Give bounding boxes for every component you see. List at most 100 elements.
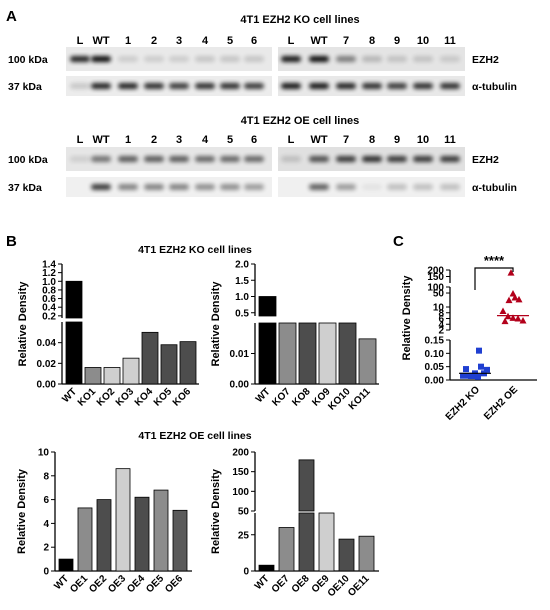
y-tick-label: 4: [438, 320, 444, 331]
y-tick-label: 1.5: [235, 276, 249, 287]
oe-point: [515, 295, 523, 303]
blot-row-label: 37 kDa: [8, 81, 42, 93]
x-tick-label: EZH2 KO: [444, 384, 483, 423]
blot-protein-label: α-tubulin: [472, 81, 517, 93]
y-tick-label: 8: [438, 308, 444, 319]
blot-band: [362, 56, 382, 62]
blot-lane-label-oe: 4: [202, 134, 209, 146]
blot-band: [387, 56, 407, 62]
blot-band: [281, 156, 301, 162]
y-axis-title: Relative Density: [16, 468, 28, 554]
bar: [172, 509, 188, 572]
blot-band: [118, 156, 138, 162]
blot-band: [244, 184, 264, 190]
blot-lane-label-oe: 9: [394, 134, 400, 146]
blot-row-label: 100 kDa: [8, 54, 48, 66]
oe-point: [501, 317, 509, 325]
blot-lane-label-ko: 5: [227, 35, 233, 47]
x-tick-label: OE10: [326, 573, 352, 599]
blot-band: [195, 56, 215, 62]
bar: [65, 321, 83, 385]
bar: [96, 499, 112, 572]
ko-point: [460, 372, 466, 379]
y-tick-label: 10: [38, 448, 50, 459]
y-tick-label: 1.2: [42, 268, 56, 279]
blot-band: [387, 156, 407, 162]
x-tick-label: KO6: [171, 386, 194, 409]
y-axis-title: Relative Density: [210, 468, 222, 554]
panel-label-b: B: [6, 233, 17, 250]
y-tick-label: 0.8: [42, 285, 56, 296]
bar: [278, 527, 295, 572]
y-tick-label: 2: [43, 543, 49, 554]
blot-lane-label-ko: 4: [202, 35, 209, 47]
x-tick-label: KO7: [270, 386, 293, 409]
ko-point: [475, 373, 481, 380]
blot-band: [169, 184, 189, 190]
blot-lane-label-oe: WT: [310, 134, 327, 146]
y-tick-label: 0.2: [42, 311, 56, 322]
bar: [358, 535, 375, 572]
blot-band: [336, 56, 356, 62]
bar: [103, 367, 121, 385]
blot-lane-label-ko: 3: [176, 35, 182, 47]
blot-lane-label-oe: 10: [417, 134, 429, 146]
y-tick-label: 0.01: [230, 349, 250, 360]
blot-band: [440, 83, 460, 89]
y-tick-label: 0.00: [37, 380, 57, 391]
x-tick-label: EZH2 OE: [482, 384, 520, 422]
bar: [122, 357, 140, 385]
bar: [84, 367, 102, 385]
y-tick-label: 6: [438, 314, 444, 325]
y-tick-label: 0.5: [235, 308, 249, 319]
blot-protein-label: α-tubulin: [472, 182, 517, 194]
blot-band: [169, 56, 189, 62]
x-tick-label: OE8: [290, 573, 312, 595]
blot-band: [91, 83, 111, 89]
y-tick-label: 6: [43, 495, 49, 506]
blot-band: [118, 83, 138, 89]
blot-band: [362, 156, 382, 162]
blot-band: [195, 156, 215, 162]
blot-band: [220, 184, 240, 190]
blot-band: [244, 156, 264, 162]
ko-chart-title: 4T1 EZH2 KO cell lines: [138, 244, 252, 256]
blot-band: [336, 83, 356, 89]
blot-lane-label-ko: 11: [444, 35, 456, 47]
y-tick-label: 100: [427, 283, 444, 294]
y-tick-label: 0.10: [425, 349, 445, 360]
significance-bracket: [474, 267, 514, 290]
x-tick-label: KO4: [133, 386, 156, 409]
oe-point: [519, 317, 527, 324]
ko-point: [463, 366, 469, 373]
oe-point: [507, 269, 515, 276]
blot-band: [244, 56, 264, 62]
bar: [278, 322, 297, 385]
blot-protein-label: EZH2: [472, 54, 499, 66]
blot-band: [91, 56, 111, 62]
blot-band: [387, 83, 407, 89]
oe-point: [514, 315, 522, 322]
ko-point: [484, 366, 490, 373]
blot-lane-label-ko: 2: [151, 35, 157, 47]
y-tick-label: 0: [243, 567, 249, 578]
y-tick-label: 0.4: [42, 303, 56, 314]
blot-band: [309, 184, 329, 190]
blot-band: [118, 56, 138, 62]
blot-band: [281, 83, 301, 89]
blot-band: [281, 56, 301, 62]
blot-lane-label-ko: 10: [417, 35, 429, 47]
bar: [141, 331, 159, 385]
blot-band: [169, 156, 189, 162]
bar: [358, 338, 377, 385]
y-tick-label: 200: [427, 266, 444, 277]
bar: [179, 341, 197, 385]
blot-band: [413, 184, 433, 190]
blot-band: [220, 83, 240, 89]
blot-band: [413, 156, 433, 162]
x-tick-label: OE5: [144, 573, 166, 595]
blot-band: [413, 56, 433, 62]
